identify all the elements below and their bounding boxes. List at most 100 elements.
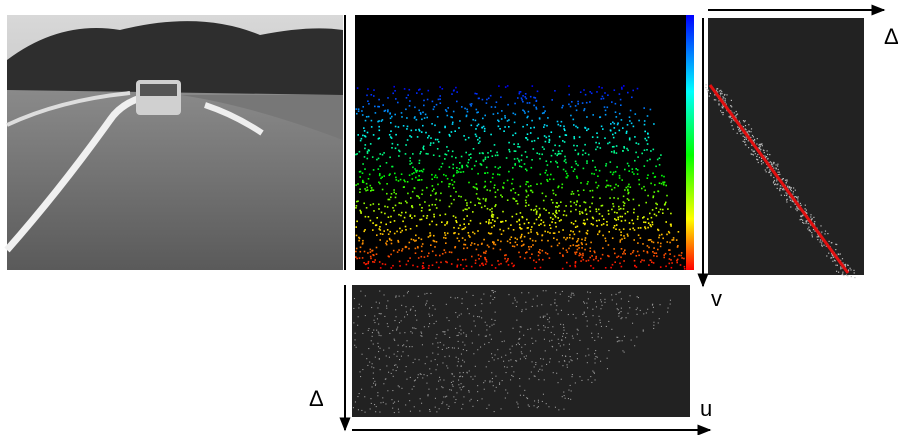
point <box>517 97 519 99</box>
point <box>753 151 755 153</box>
point <box>402 125 405 127</box>
point <box>679 264 682 266</box>
point <box>507 264 510 266</box>
point <box>643 313 645 315</box>
point <box>746 131 748 133</box>
point <box>458 127 460 129</box>
point <box>666 233 668 236</box>
point <box>403 216 406 219</box>
point <box>422 377 424 379</box>
point <box>721 91 723 93</box>
point <box>472 148 475 150</box>
point <box>411 346 413 348</box>
point <box>601 204 604 207</box>
point <box>395 98 397 100</box>
point <box>406 139 409 141</box>
point <box>542 199 545 202</box>
point <box>747 140 749 142</box>
point <box>612 171 615 174</box>
point <box>646 251 649 254</box>
point <box>526 251 528 253</box>
point <box>367 115 370 118</box>
point <box>416 246 419 248</box>
point <box>429 307 431 309</box>
point <box>586 218 589 221</box>
point <box>602 234 604 237</box>
point <box>400 173 403 175</box>
point <box>415 118 418 121</box>
point <box>377 392 379 394</box>
point <box>550 161 552 163</box>
point <box>471 168 473 170</box>
point <box>618 93 621 95</box>
point <box>758 144 760 146</box>
photo-road <box>7 90 343 270</box>
point <box>804 210 806 213</box>
point <box>457 334 459 336</box>
point <box>607 184 610 187</box>
point <box>636 87 639 90</box>
point <box>466 291 468 293</box>
point <box>401 211 403 214</box>
point <box>458 168 461 170</box>
point <box>769 169 771 171</box>
point <box>379 182 381 185</box>
point <box>388 237 391 240</box>
point <box>639 237 642 239</box>
point <box>661 174 663 177</box>
point <box>456 237 459 240</box>
point <box>563 391 565 393</box>
point <box>593 371 595 373</box>
point <box>642 330 644 332</box>
point <box>487 152 489 154</box>
point <box>657 248 659 251</box>
point <box>607 244 610 246</box>
point <box>520 235 522 238</box>
point <box>392 390 394 392</box>
point <box>634 113 637 115</box>
point <box>363 202 365 205</box>
point <box>440 192 442 195</box>
point <box>579 339 581 341</box>
point <box>418 197 421 199</box>
point <box>505 260 508 263</box>
point <box>564 129 566 132</box>
point <box>616 336 618 338</box>
point <box>511 374 513 376</box>
point <box>594 362 596 364</box>
point <box>622 127 624 129</box>
point <box>553 232 556 234</box>
point <box>542 393 544 395</box>
point <box>619 262 621 265</box>
point <box>576 225 579 228</box>
point <box>540 223 542 225</box>
point <box>600 325 602 327</box>
point <box>386 323 388 325</box>
point <box>443 396 445 398</box>
point <box>533 259 535 262</box>
point <box>844 264 846 266</box>
point <box>805 220 807 222</box>
point <box>385 378 387 380</box>
point <box>758 147 760 149</box>
point <box>466 202 468 204</box>
point <box>372 169 375 171</box>
point <box>511 215 514 218</box>
point <box>408 241 411 244</box>
point <box>637 227 640 229</box>
point <box>659 266 662 268</box>
point <box>542 315 544 317</box>
point <box>578 247 580 249</box>
point <box>532 148 535 150</box>
point <box>453 181 456 183</box>
point <box>451 123 454 125</box>
point <box>462 171 465 173</box>
point <box>819 241 821 243</box>
point <box>589 101 591 103</box>
point <box>618 228 621 231</box>
point <box>825 245 827 247</box>
point <box>563 210 566 212</box>
point <box>634 136 636 138</box>
point <box>475 187 478 190</box>
point <box>435 261 438 264</box>
